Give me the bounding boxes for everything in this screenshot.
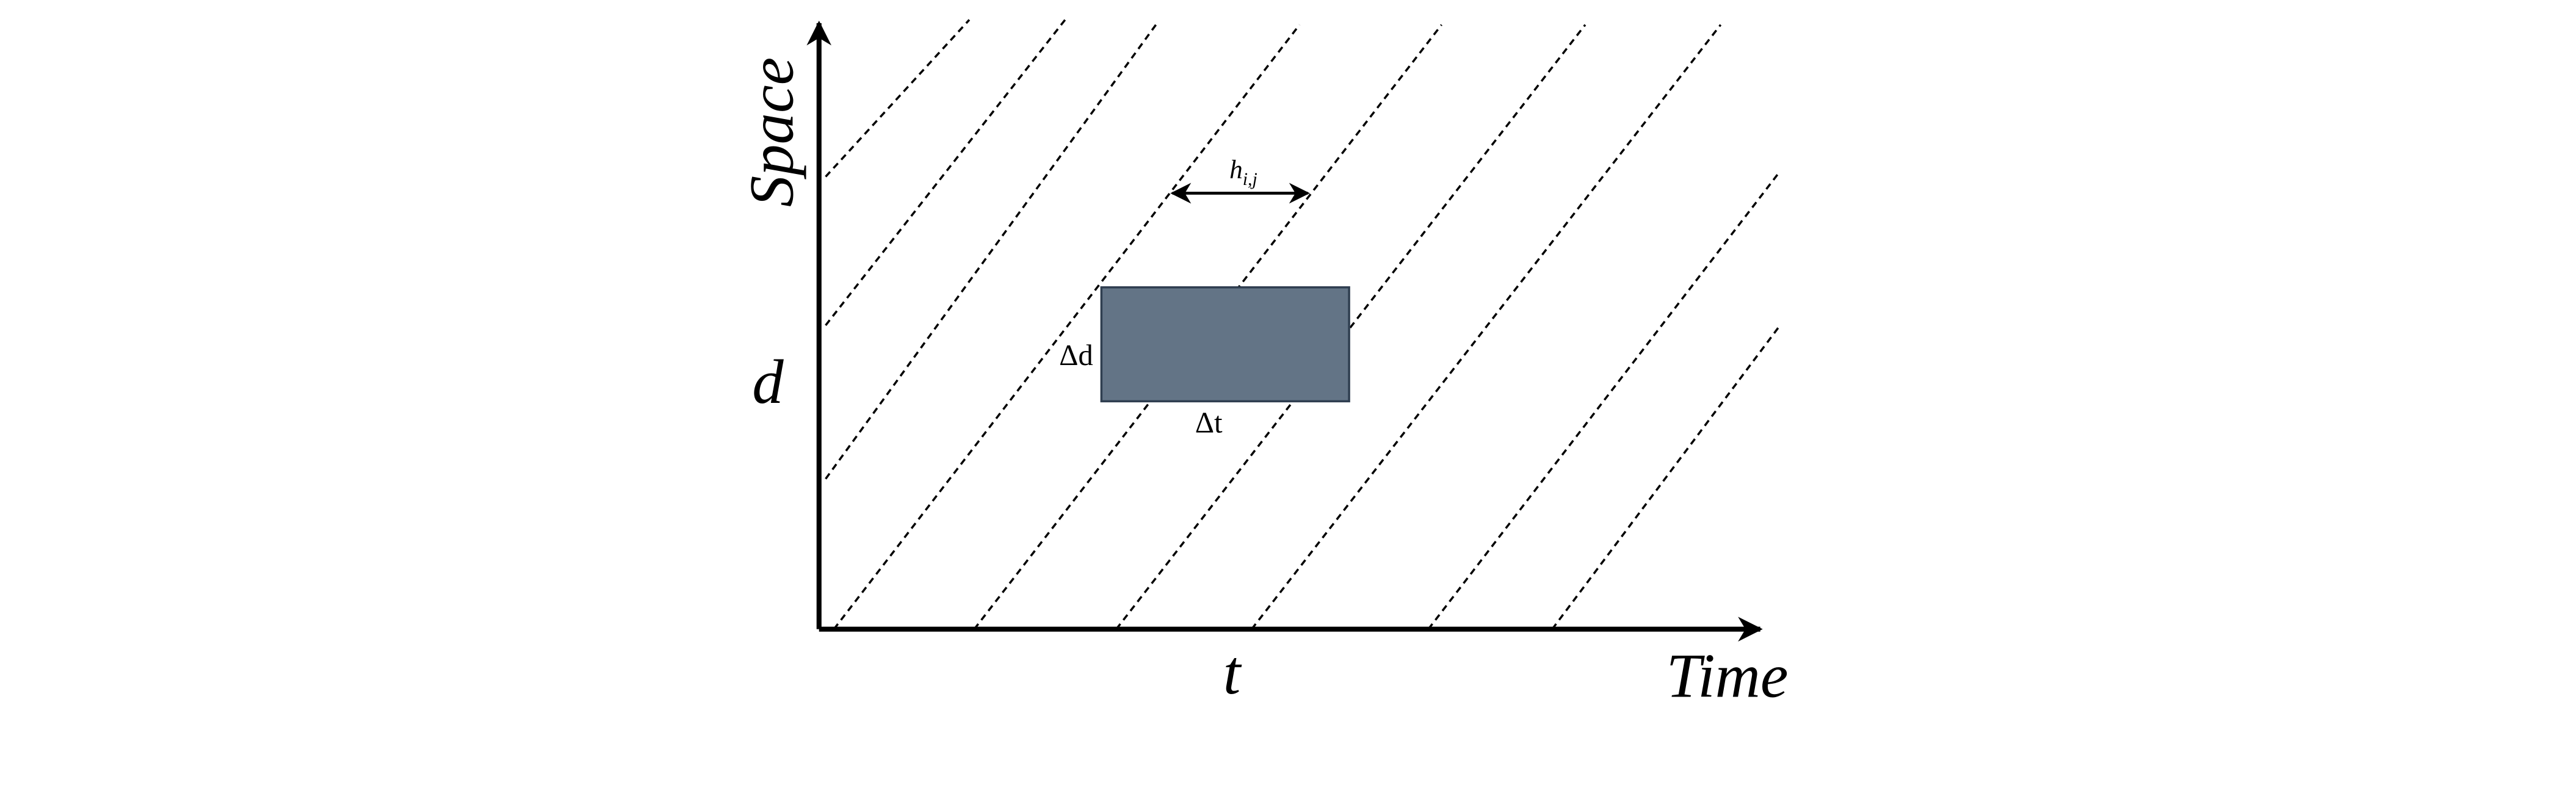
headway-label: hi,j (1229, 155, 1257, 189)
trajectory (825, 19, 971, 178)
cell-width-label: Δt (1195, 407, 1223, 440)
trajectory (1115, 24, 1586, 630)
cell-height-label: Δd (1059, 339, 1093, 372)
cell (1100, 286, 1350, 403)
trajectory (825, 24, 1157, 480)
trajectory (1551, 324, 1781, 630)
trajectory (833, 24, 1301, 630)
trajectories (825, 19, 1781, 630)
x-marker: t (1223, 638, 1242, 707)
headway-symbol: h (1229, 155, 1243, 184)
trajectory (825, 19, 1066, 326)
y-axis-label: Space (737, 57, 806, 207)
y-marker: d (752, 347, 784, 417)
trajectory (1427, 172, 1779, 630)
headway-subscript: i,j (1243, 169, 1257, 189)
trajectory (1251, 24, 1722, 630)
x-axis-label: Time (1666, 642, 1789, 711)
